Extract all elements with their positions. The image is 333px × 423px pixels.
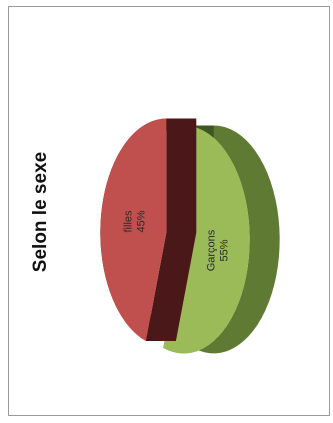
pie-slice-wall [166, 118, 197, 233]
pie-slice-filles [100, 118, 197, 341]
pie-slice-top [100, 118, 167, 341]
pie-labels: Garçons55% filles45% [123, 210, 231, 271]
pie-slice-wall [145, 232, 197, 341]
pie-slice-label: Garçons55% [205, 229, 230, 271]
slice-percent-label: 55% [218, 239, 230, 261]
slice-category-label: Garçons [205, 229, 217, 271]
slice-percent-label: 45% [136, 210, 148, 232]
pie-slice-side [163, 125, 280, 354]
pie-slice-label: filles45% [123, 210, 148, 233]
chart-title: Selon le sexe [30, 152, 51, 272]
slice-category-label: filles [123, 210, 135, 233]
pie-slices [100, 118, 280, 354]
